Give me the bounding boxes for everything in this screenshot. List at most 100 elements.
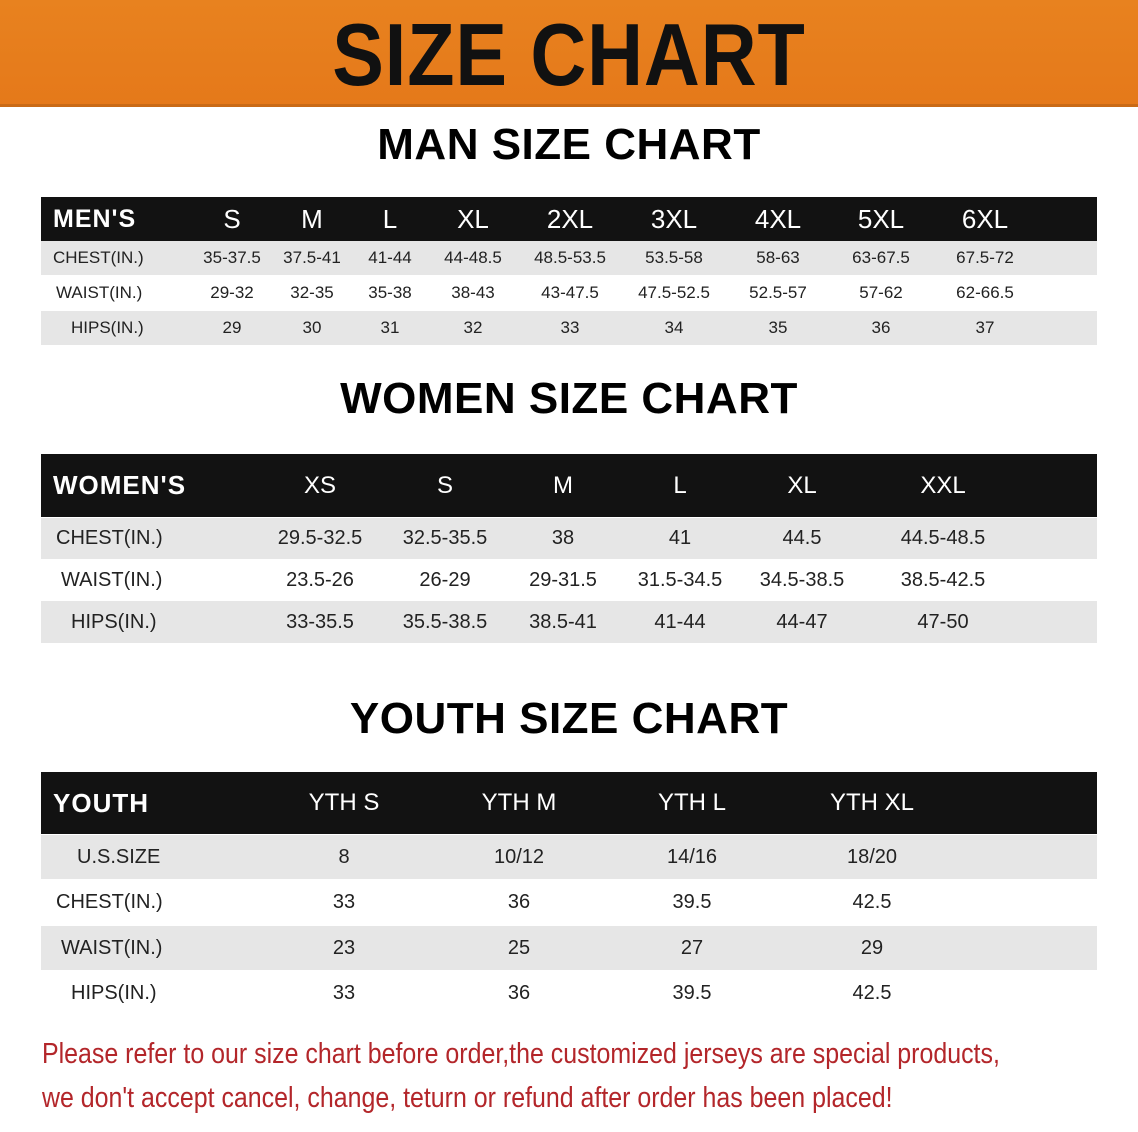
table-cell: 32.5-35.5 — [402, 527, 488, 549]
table-cell: 35.5-38.5 — [402, 610, 488, 633]
table-cell: 44-47 — [776, 610, 828, 633]
size-header-cell: YTH XL — [829, 789, 915, 816]
table-cell: 35-38 — [368, 283, 412, 302]
row-label: WAIST(IN.) — [61, 568, 163, 591]
youth-size-table: YOUTH YTH S YTH M YTH L YTH XL U.S.SIZE 8 10/12… — [41, 772, 1097, 1016]
footer-notice-line-2: we don't accept cancel, change, teturn o… — [42, 1082, 893, 1114]
table-cell: 43-47.5 — [541, 283, 599, 302]
table-cell: 47-50 — [917, 610, 969, 633]
table-cell: 34 — [664, 318, 684, 337]
youth-section-title: YOUTH SIZE CHART — [349, 694, 789, 743]
table-row: CHEST(IN.) 35-37.5 37.5-41 41-44 44-48.5 48.5… — [41, 241, 1097, 275]
table-cell: 29 — [222, 318, 242, 337]
table-cell: 41 — [668, 527, 692, 549]
table-cell: 48.5-53.5 — [534, 248, 606, 267]
table-row: HIPS(IN.) 33-35.5 35.5-38.5 38.5-41 41-44 44-… — [41, 601, 1097, 643]
row-label: HIPS(IN.) — [71, 610, 157, 633]
men-header-label: MEN'S — [53, 204, 137, 233]
banner-title: SIZE CHART — [332, 5, 806, 104]
table-row: HIPS(IN.) 29 30 31 32 33 34 35 36 37 — [41, 311, 1097, 345]
table-row: WAIST(IN.) 23 25 27 29 — [41, 926, 1097, 970]
row-label: CHEST(IN.) — [53, 248, 144, 267]
size-header-cell: YTH L — [657, 789, 727, 816]
table-row: CHEST(IN.) 29.5-32.5 32.5-35.5 38 41 44.5 44.5… — [41, 518, 1097, 559]
table-cell: 37 — [975, 318, 995, 337]
table-cell: 38.5-41 — [529, 610, 597, 633]
table-cell: 29 — [860, 936, 884, 959]
table-cell: 29-31.5 — [529, 568, 597, 591]
size-header-cell: 2XL — [546, 203, 594, 234]
table-cell: 33 — [332, 982, 356, 1004]
size-header-cell: XS — [303, 471, 337, 499]
table-cell: 37.5-41 — [283, 248, 341, 267]
row-label: HIPS(IN.) — [71, 982, 157, 1004]
table-cell: 31.5-34.5 — [637, 568, 723, 591]
women-header-row: WOMEN'S XS S M L XL XXL — [41, 454, 1097, 517]
table-cell: 52.5-57 — [749, 283, 807, 302]
table-cell: 67.5-72 — [956, 248, 1014, 267]
table-cell: 53.5-58 — [645, 248, 703, 267]
row-label: CHEST(IN.) — [56, 527, 163, 549]
row-label: WAIST(IN.) — [56, 283, 143, 302]
row-label: HIPS(IN.) — [71, 318, 144, 337]
men-size-table: MEN'S S M L XL 2XL 3XL 4XL 5XL 6XL CHEST(IN.) 35-37… — [41, 197, 1097, 345]
table-cell: 36 — [507, 891, 531, 913]
table-cell: 25 — [507, 936, 531, 959]
table-cell: 14/16 — [666, 845, 718, 868]
table-cell: 33-35.5 — [286, 610, 354, 633]
table-cell: 34.5-38.5 — [759, 568, 845, 591]
footer-notice-line-1: Please refer to our size chart before or… — [42, 1038, 1000, 1070]
table-cell: 33 — [332, 891, 356, 913]
table-cell: 36 — [507, 982, 531, 1004]
table-cell: 42.5 — [852, 982, 892, 1004]
row-label: U.S.SIZE — [77, 845, 161, 868]
table-cell: 36 — [871, 318, 891, 337]
women-header-label: WOMEN'S — [53, 470, 187, 500]
table-cell: 44.5 — [782, 527, 822, 549]
size-header-cell: 5XL — [857, 203, 905, 234]
size-header-cell: L — [382, 203, 398, 234]
table-cell: 58-63 — [756, 248, 800, 267]
table-cell: 35-37.5 — [203, 248, 261, 267]
table-cell: 27 — [680, 936, 704, 959]
size-header-cell: S — [223, 203, 241, 234]
size-header-cell: S — [436, 471, 454, 499]
table-row: WAIST(IN.) 29-32 32-35 35-38 38-43 43-47.5 47.… — [41, 276, 1097, 310]
table-cell: 62-66.5 — [956, 283, 1014, 302]
table-cell: 39.5 — [672, 891, 712, 913]
table-cell: 44.5-48.5 — [900, 527, 986, 549]
table-cell: 23 — [332, 936, 356, 959]
table-cell: 8 — [338, 845, 350, 868]
women-size-table: WOMEN'S XS S M L XL XXL CHEST(IN.) 29.5-32.5 32.5… — [41, 454, 1097, 643]
table-cell: 18/20 — [846, 845, 898, 868]
table-row: U.S.SIZE 8 10/12 14/16 18/20 — [41, 835, 1097, 879]
size-header-cell: 4XL — [754, 203, 802, 234]
men-header-row: MEN'S S M L XL 2XL 3XL 4XL 5XL 6XL — [41, 197, 1097, 241]
table-cell: 32 — [463, 318, 483, 337]
youth-header-label: YOUTH — [53, 787, 149, 818]
table-cell: 26-29 — [419, 568, 471, 591]
table-cell: 63-67.5 — [852, 248, 910, 267]
size-header-cell: YTH S — [308, 789, 380, 816]
table-cell: 31 — [380, 318, 400, 337]
table-row: HIPS(IN.) 33 36 39.5 42.5 — [41, 971, 1097, 1016]
table-cell: 29.5-32.5 — [277, 527, 363, 549]
table-row: WAIST(IN.) 23.5-26 26-29 29-31.5 31.5-34.5 34… — [41, 559, 1097, 601]
table-cell: 29-32 — [210, 283, 254, 302]
size-header-cell: M — [553, 471, 573, 499]
men-section-title: MAN SIZE CHART — [377, 120, 761, 169]
table-cell: 38 — [551, 527, 575, 549]
table-cell: 41-44 — [654, 610, 706, 633]
size-header-cell: 3XL — [650, 203, 698, 234]
table-cell: 30 — [302, 318, 322, 337]
table-cell: 39.5 — [672, 982, 712, 1004]
size-header-cell: L — [673, 471, 687, 499]
size-header-cell: M — [301, 203, 323, 234]
table-cell: 44-48.5 — [444, 248, 502, 267]
table-cell: 57-62 — [859, 283, 903, 302]
row-label: WAIST(IN.) — [61, 936, 163, 959]
table-cell: 38.5-42.5 — [900, 568, 986, 591]
table-cell: 41-44 — [368, 248, 412, 267]
table-cell: 10/12 — [493, 845, 545, 868]
size-header-cell: 6XL — [961, 203, 1009, 234]
